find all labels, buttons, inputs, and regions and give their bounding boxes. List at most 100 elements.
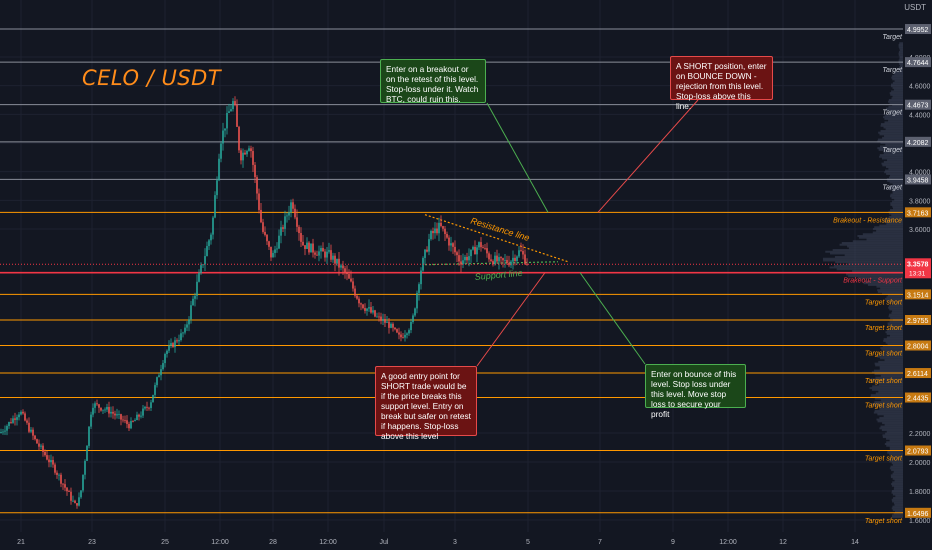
candle-body: [104, 409, 106, 411]
profile-bar-234: [886, 109, 903, 112]
candle-body: [444, 228, 446, 235]
candle-body: [216, 180, 218, 196]
candle-body: [350, 278, 352, 282]
candle-body: [420, 270, 422, 285]
profile-bar-206: [881, 157, 903, 160]
profile-bar-130: [877, 289, 903, 292]
candle-body: [474, 246, 476, 255]
candle-body: [38, 443, 40, 447]
profile-bar-60: [873, 411, 903, 414]
price-tag-bg-2: [905, 99, 931, 110]
profile-bar-227: [884, 121, 903, 124]
candle-body: [224, 128, 226, 131]
profile-bar-131: [880, 287, 903, 290]
candle-body: [470, 249, 472, 257]
profile-bar-139: [846, 273, 903, 276]
profile-bar-124: [886, 299, 903, 302]
profile-bar-48: [885, 432, 903, 435]
candle-body: [236, 105, 238, 127]
profile-bar-192: [889, 181, 903, 184]
candle-body: [122, 419, 124, 421]
profile-bar-162: [862, 233, 903, 236]
candle-body: [344, 268, 346, 273]
profile-bar-236: [888, 105, 903, 108]
candle-body: [24, 413, 26, 421]
candle-body: [134, 420, 136, 422]
candle-body: [208, 240, 210, 247]
profile-bar-161: [857, 234, 903, 237]
candle-body: [348, 274, 350, 279]
profile-bar-240: [888, 99, 903, 101]
price-tag-3: 4.2082: [907, 140, 929, 147]
candle-body: [314, 252, 316, 255]
candle-body: [296, 217, 298, 227]
candle-body: [506, 259, 508, 264]
candle-body: [244, 152, 246, 155]
profile-bar-136: [871, 278, 903, 281]
candle-body: [6, 425, 8, 431]
profile-bar-200: [888, 167, 903, 170]
candle-body: [416, 292, 418, 309]
candle-body: [266, 234, 268, 242]
profile-bar-204: [883, 160, 903, 163]
candle-body: [396, 329, 398, 333]
y-tick-3: 2.2000: [909, 431, 931, 438]
candle-body: [310, 243, 312, 253]
profile-bar-50: [881, 429, 903, 432]
price-tag-8: 2.9755: [907, 318, 929, 325]
profile-bar-257: [898, 69, 903, 72]
profile-bar-87: [875, 364, 903, 367]
candle-body: [164, 353, 166, 364]
candle-body: [0, 431, 2, 433]
profile-bar-202: [882, 164, 903, 167]
profile-bar-150: [844, 254, 903, 257]
candle-body: [394, 327, 396, 330]
profile-bar-253: [891, 76, 903, 79]
candle-body: [162, 363, 164, 370]
profile-bar-224: [883, 126, 903, 129]
y-tick-1: 1.8000: [909, 489, 931, 496]
profile-bar-148: [822, 257, 903, 260]
candle-body: [454, 246, 456, 253]
profile-bar-74: [869, 387, 903, 390]
price-tag-1: 4.7644: [907, 60, 929, 67]
profile-bar-220: [879, 133, 903, 136]
x-tick-10: 9: [671, 539, 675, 546]
profile-bar-182: [894, 198, 903, 201]
profile-bar-126: [886, 296, 903, 299]
profile-bar-226: [880, 123, 903, 126]
candle-body: [64, 484, 66, 488]
profile-bar-69: [870, 395, 903, 398]
candle-body: [490, 259, 492, 262]
profile-bar-111: [887, 322, 903, 325]
profile-bar-41: [886, 444, 903, 447]
profile-bar-239: [888, 100, 903, 103]
profile-bar-199: [885, 169, 903, 172]
candle-body: [180, 333, 182, 341]
profile-bar-266: [898, 54, 903, 57]
candle-body: [492, 261, 494, 265]
candle-body: [222, 130, 224, 144]
candle-body: [400, 334, 402, 338]
candle-body: [96, 403, 98, 405]
candle-body: [498, 257, 500, 262]
profile-bar-142: [836, 268, 903, 271]
candle-body: [402, 337, 404, 339]
profile-bar-116: [889, 313, 903, 316]
candle-body: [92, 407, 94, 415]
candle-body: [166, 350, 168, 354]
profile-bar-160: [858, 236, 903, 239]
candle-body: [472, 246, 474, 250]
candle-body: [466, 256, 468, 261]
profile-bar-115: [888, 315, 903, 318]
profile-bar-184: [890, 195, 903, 198]
profile-bar-82: [874, 373, 903, 376]
profile-bar-120: [888, 306, 903, 309]
profile-bar-270: [899, 47, 903, 50]
profile-bar-176: [890, 209, 903, 212]
profile-bar-13: [892, 493, 903, 496]
profile-bar-268: [898, 50, 903, 53]
candle-body: [304, 245, 306, 249]
profile-bar-179: [890, 203, 903, 206]
